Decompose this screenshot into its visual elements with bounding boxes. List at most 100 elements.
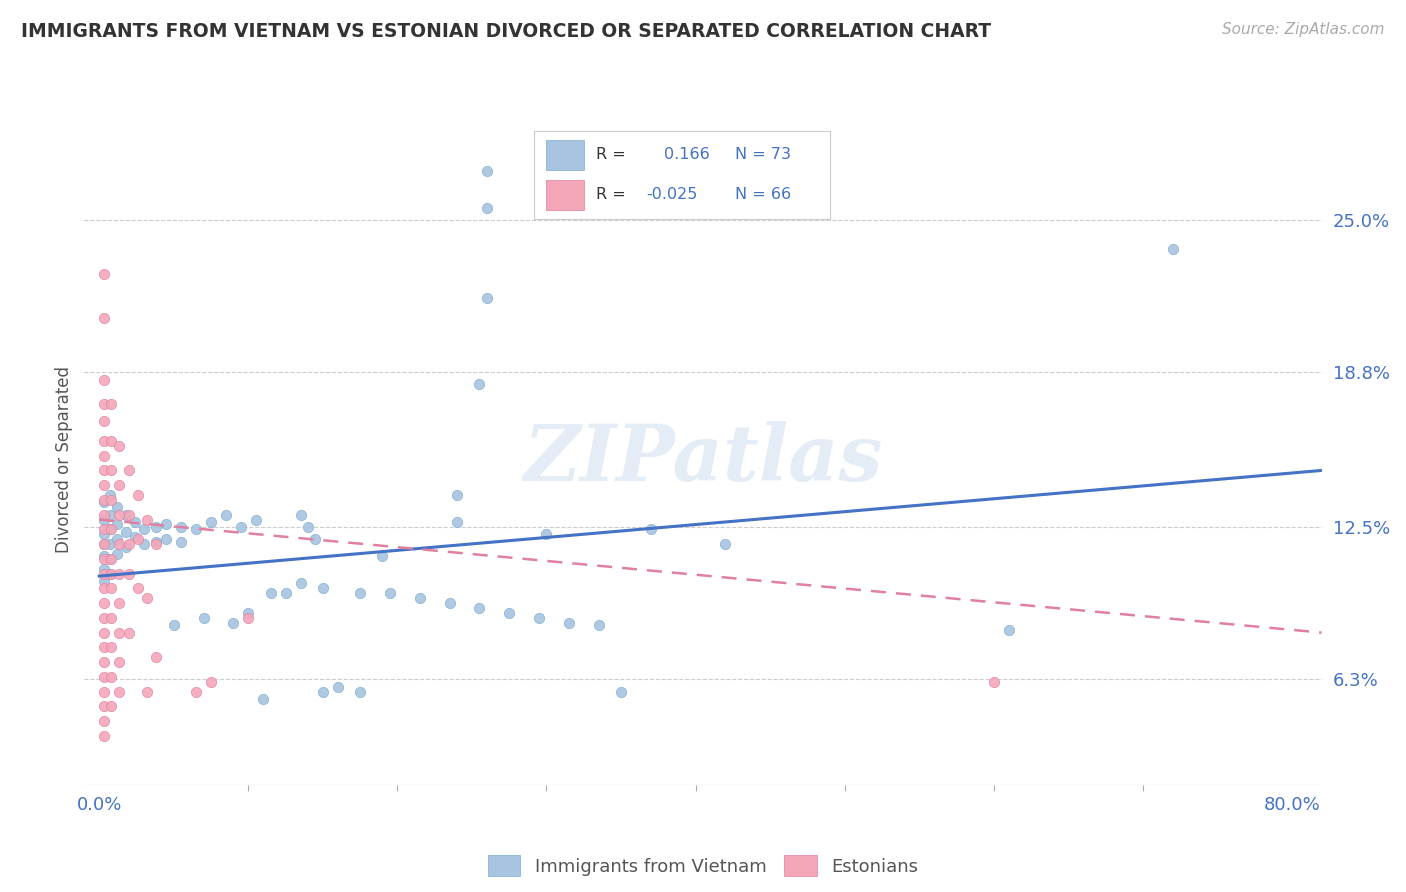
Point — [155, 533, 177, 547]
Point — [1161, 242, 1184, 256]
Point — [93, 537, 115, 551]
Point — [118, 537, 141, 551]
Point — [93, 625, 115, 640]
Text: N = 66: N = 66 — [735, 187, 792, 202]
Point — [468, 601, 491, 615]
Text: ZIPatlas: ZIPatlas — [523, 421, 883, 498]
Point — [260, 586, 283, 600]
Point — [93, 372, 115, 386]
Point — [93, 611, 115, 625]
Point — [312, 582, 335, 596]
Point — [93, 492, 115, 507]
Point — [229, 520, 252, 534]
Point — [118, 566, 141, 581]
Point — [238, 611, 260, 625]
Legend: Immigrants from Vietnam, Estonians: Immigrants from Vietnam, Estonians — [481, 848, 925, 883]
Point — [93, 397, 115, 411]
Point — [127, 488, 149, 502]
Point — [98, 552, 121, 566]
Point — [297, 520, 319, 534]
Point — [252, 692, 274, 706]
Bar — [546, 180, 585, 210]
Point — [274, 586, 297, 600]
Point — [105, 547, 128, 561]
Point — [93, 714, 115, 728]
Point — [124, 515, 146, 529]
Point — [145, 520, 167, 534]
Point — [475, 163, 498, 178]
Point — [100, 582, 122, 596]
Point — [118, 625, 141, 640]
Point — [163, 618, 186, 632]
Point — [93, 267, 115, 281]
Point — [238, 606, 260, 620]
Point — [610, 684, 633, 698]
Point — [145, 537, 167, 551]
Point — [93, 684, 115, 698]
Point — [105, 500, 128, 515]
Point — [136, 512, 159, 526]
Point — [558, 615, 581, 630]
Point — [93, 527, 115, 541]
Y-axis label: Divorced or Separated: Divorced or Separated — [55, 366, 73, 553]
Point — [475, 292, 498, 306]
Point — [222, 615, 245, 630]
Point — [118, 508, 141, 522]
Point — [93, 434, 115, 448]
Point — [124, 530, 146, 544]
Point — [136, 684, 159, 698]
Point — [93, 596, 115, 610]
Point — [245, 512, 267, 526]
Point — [93, 566, 115, 581]
Text: 0.166: 0.166 — [664, 147, 710, 162]
Point — [107, 684, 129, 698]
Point — [107, 566, 129, 581]
Point — [100, 640, 122, 655]
Point — [93, 512, 115, 526]
Point — [326, 680, 349, 694]
Point — [105, 517, 128, 532]
Point — [107, 655, 129, 669]
Text: -0.025: -0.025 — [647, 187, 697, 202]
Point — [170, 520, 193, 534]
Point — [200, 515, 222, 529]
Point — [107, 508, 129, 522]
Point — [98, 566, 121, 581]
Point — [93, 449, 115, 463]
Point — [93, 537, 115, 551]
Point — [100, 397, 122, 411]
Point — [378, 586, 401, 600]
Point — [100, 670, 122, 684]
Point — [115, 508, 138, 522]
Point — [107, 537, 129, 551]
Point — [536, 527, 558, 541]
Point — [132, 537, 155, 551]
Point — [98, 508, 121, 522]
Point — [446, 488, 468, 502]
Point — [93, 699, 115, 714]
Point — [371, 549, 394, 564]
Point — [93, 670, 115, 684]
Point — [475, 201, 498, 215]
Point — [145, 534, 167, 549]
Text: R =: R = — [596, 147, 626, 162]
Point — [98, 488, 121, 502]
Point — [290, 508, 312, 522]
Point — [155, 517, 177, 532]
Point — [136, 591, 159, 606]
Point — [93, 495, 115, 509]
Point — [93, 549, 115, 564]
Point — [118, 463, 141, 477]
Point — [93, 582, 115, 596]
Point — [100, 699, 122, 714]
Point — [170, 534, 193, 549]
Point — [93, 655, 115, 669]
Point — [100, 611, 122, 625]
Point — [983, 674, 1005, 689]
Point — [100, 463, 122, 477]
Text: N = 73: N = 73 — [735, 147, 792, 162]
Point — [127, 533, 149, 547]
Point — [100, 552, 122, 566]
Point — [132, 523, 155, 537]
Point — [446, 515, 468, 529]
